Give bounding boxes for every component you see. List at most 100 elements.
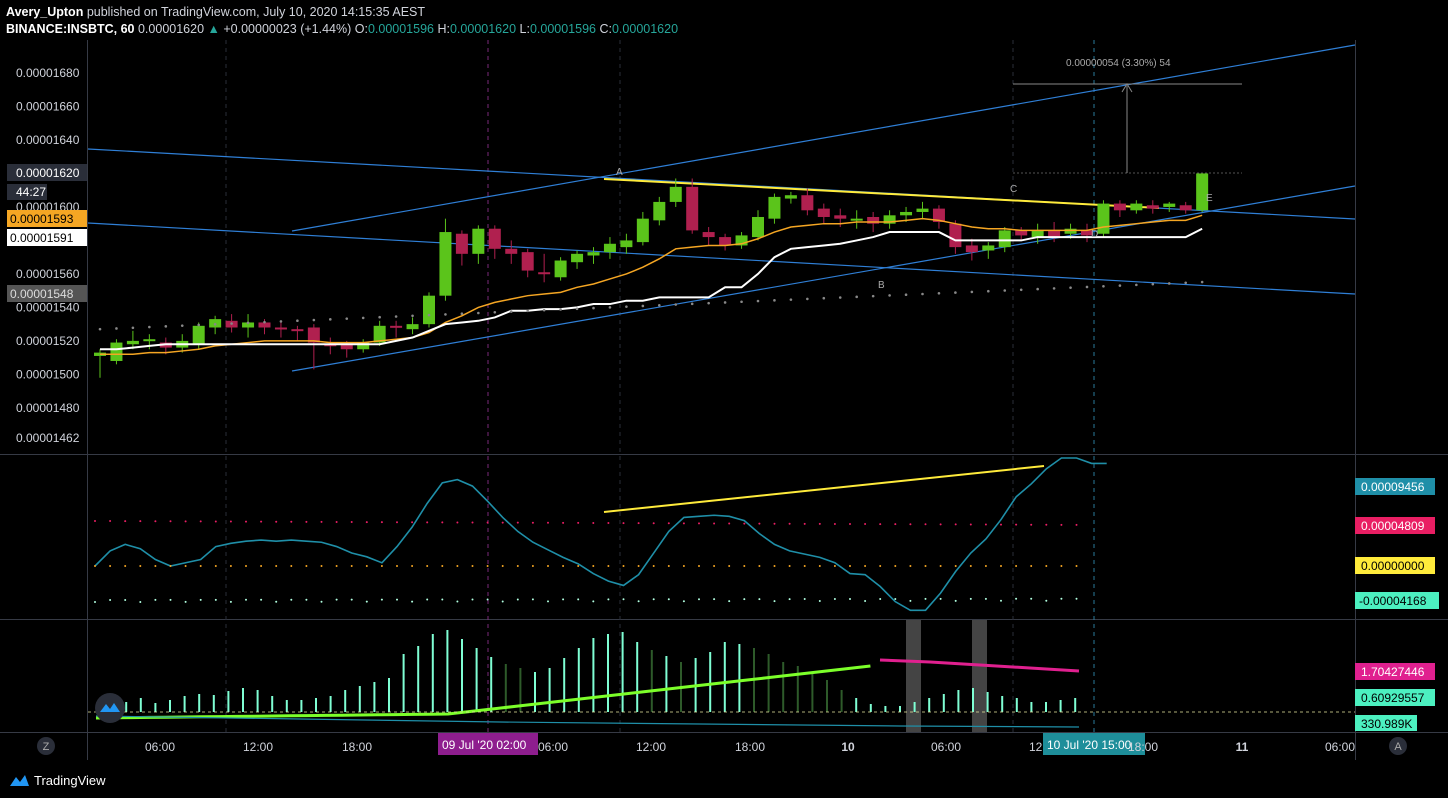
candle-down[interactable] — [1081, 230, 1093, 236]
volume-bar[interactable] — [913, 702, 916, 712]
zoom-button[interactable]: Z — [37, 737, 55, 755]
volume-bar[interactable] — [972, 688, 974, 712]
candle-up[interactable] — [982, 245, 995, 251]
candle-up[interactable] — [242, 322, 255, 328]
volume-bar[interactable] — [1059, 700, 1062, 712]
volume-bar[interactable] — [154, 703, 157, 712]
volume-bar[interactable] — [1074, 698, 1077, 712]
volume-bar[interactable] — [957, 690, 960, 712]
volume-bar[interactable] — [1015, 698, 1018, 712]
candle-up[interactable] — [768, 196, 781, 219]
candle-down[interactable] — [521, 252, 534, 271]
chart-canvas[interactable]: 0.000016800.000016600.000016400.00001600… — [0, 0, 1448, 760]
volume-bar[interactable] — [811, 672, 814, 712]
candle-up[interactable] — [1163, 203, 1176, 207]
volume-bar[interactable] — [709, 652, 712, 712]
candle-down[interactable] — [538, 272, 551, 275]
volume-bar[interactable] — [650, 650, 653, 712]
candle-up[interactable] — [998, 230, 1011, 248]
volume-bar[interactable] — [329, 696, 332, 712]
volume-bar[interactable] — [986, 692, 989, 712]
oscillator-pane[interactable] — [94, 457, 1107, 612]
volume-bar[interactable] — [636, 642, 639, 712]
volume-bar[interactable] — [358, 686, 361, 712]
volume-bar[interactable] — [402, 654, 405, 712]
volume-bar[interactable] — [198, 694, 201, 712]
candle-up[interactable] — [620, 240, 633, 248]
volume-bar[interactable] — [461, 639, 463, 712]
volume-bar[interactable] — [373, 682, 376, 712]
candle-up[interactable] — [357, 342, 370, 350]
candle-down[interactable] — [686, 186, 699, 231]
volume-bar[interactable] — [1045, 702, 1047, 712]
volume-bar[interactable] — [139, 698, 142, 712]
candle-down[interactable] — [291, 329, 304, 332]
volume-bar[interactable] — [534, 672, 536, 712]
candle-up[interactable] — [406, 324, 419, 330]
candle-up[interactable] — [735, 235, 748, 246]
volume-bar[interactable] — [928, 698, 931, 712]
volume-bar[interactable] — [212, 695, 215, 712]
volume-bar[interactable] — [826, 680, 828, 712]
candle-up[interactable] — [850, 218, 863, 221]
volume-bar[interactable] — [446, 630, 449, 712]
zoom-button-bg[interactable] — [37, 737, 55, 755]
candle-down[interactable] — [1048, 230, 1061, 238]
candle-down[interactable] — [702, 232, 715, 238]
auto-scale-button[interactable]: A — [1389, 737, 1407, 755]
candle-up[interactable] — [423, 295, 435, 325]
volume-bar[interactable] — [183, 696, 186, 712]
candle-down[interactable] — [834, 215, 847, 219]
symbol-label[interactable]: BINANCE:INSBTC, 60 — [6, 22, 135, 36]
volume-bar[interactable] — [227, 691, 230, 712]
candle-up[interactable] — [900, 211, 913, 216]
volume-bar[interactable] — [869, 704, 872, 712]
volume-bar[interactable] — [125, 702, 128, 712]
volume-bar[interactable] — [738, 644, 741, 712]
volume-bar[interactable] — [285, 700, 288, 712]
candle-up[interactable] — [784, 195, 797, 199]
volume-bar[interactable] — [607, 634, 609, 712]
candle-up[interactable] — [1196, 173, 1209, 211]
divergence-trendline[interactable] — [603, 465, 1045, 513]
volume-bar[interactable] — [1030, 702, 1033, 712]
volume-bar[interactable] — [840, 690, 843, 712]
candle-up[interactable] — [373, 325, 386, 343]
candle-down[interactable] — [965, 245, 978, 253]
volume-bar[interactable] — [782, 662, 785, 712]
volume-bar[interactable] — [1001, 696, 1004, 712]
candle-down[interactable] — [867, 216, 880, 224]
candle-down[interactable] — [258, 322, 271, 328]
auto-button-bg[interactable] — [1389, 737, 1407, 755]
candle-up[interactable] — [192, 325, 205, 345]
candle-down[interactable] — [1015, 230, 1028, 236]
price-axis[interactable]: 0.000016800.000016600.000016400.00001600… — [16, 66, 80, 445]
candle-up[interactable] — [439, 232, 452, 296]
candle-up[interactable] — [883, 215, 896, 224]
candle-up[interactable] — [126, 340, 139, 345]
candle-down[interactable] — [1146, 205, 1159, 209]
volume-bar[interactable] — [563, 658, 566, 712]
volume-bar[interactable] — [884, 706, 887, 712]
candle-down[interactable] — [307, 327, 320, 343]
volume-bar[interactable] — [796, 666, 799, 712]
author-name[interactable]: Avery_Upton — [6, 5, 84, 19]
time-axis[interactable]: 06:00 12:00 18:00 09 Jul '20 02:00 06:00 12:0… — [37, 733, 1407, 755]
candle-up[interactable] — [653, 201, 666, 221]
candle-down[interactable] — [949, 223, 962, 248]
volume-bar[interactable] — [388, 678, 390, 712]
volume-bar[interactable] — [899, 706, 901, 712]
candle-up[interactable] — [636, 218, 649, 243]
volume-bar[interactable] — [767, 654, 770, 712]
volume-bar[interactable] — [431, 634, 434, 712]
volume-bar[interactable] — [621, 632, 624, 712]
candle-down[interactable] — [1113, 203, 1126, 211]
volume-bar[interactable] — [475, 648, 478, 712]
volume-bar[interactable] — [504, 664, 507, 712]
tradingview-logo[interactable]: TradingView — [8, 772, 106, 788]
candle-down[interactable] — [455, 233, 468, 254]
volume-bar[interactable] — [256, 690, 259, 712]
drawings[interactable] — [87, 44, 1356, 372]
candle-up[interactable] — [669, 186, 682, 202]
candle-down[interactable] — [390, 325, 403, 328]
